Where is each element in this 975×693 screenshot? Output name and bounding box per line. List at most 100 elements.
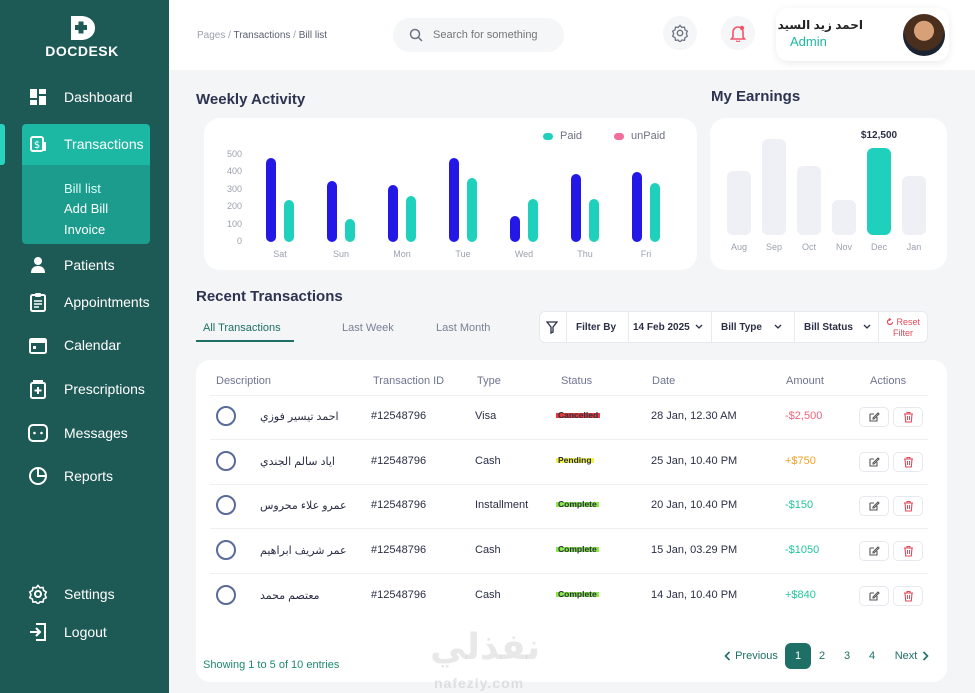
sidebar-item-logout[interactable]: Logout [0, 614, 169, 650]
breadcrumb-item[interactable]: Pages [197, 30, 226, 41]
breadcrumb-item[interactable]: Transactions [233, 30, 291, 41]
row-transaction-id: #12548796 [371, 410, 427, 422]
sidebar-item-prescriptions[interactable]: Prescriptions [0, 371, 169, 407]
column-header-type[interactable]: Type [477, 375, 501, 387]
search-input[interactable] [433, 29, 553, 41]
x-tick-label: Aug [730, 242, 747, 252]
edit-button[interactable] [859, 541, 889, 562]
bar-paid[interactable] [388, 184, 398, 242]
column-header-transaction-id[interactable]: Transaction ID [373, 375, 445, 387]
bar-paid[interactable] [266, 158, 276, 242]
bar-paid[interactable] [510, 215, 520, 242]
delete-button[interactable] [893, 451, 923, 472]
row-transaction-id: #12548796 [371, 544, 427, 557]
bar-unpaid[interactable] [650, 182, 660, 242]
row-select-checkbox[interactable] [216, 450, 236, 471]
search-bar[interactable] [393, 18, 564, 52]
column-header-status[interactable]: Status [561, 375, 593, 387]
next-page-button[interactable]: Next [894, 643, 930, 669]
row-select-checkbox[interactable] [216, 495, 236, 516]
date-filter-value: 14 Feb 2025 [633, 321, 690, 333]
bill-type-label: Bill Type [721, 321, 762, 333]
active-tab-underline [196, 340, 294, 342]
row-select-checkbox[interactable] [216, 584, 236, 605]
bar-earnings[interactable] [762, 139, 786, 235]
row-select-checkbox[interactable] [216, 406, 236, 426]
delete-button[interactable] [893, 407, 923, 427]
notifications-button[interactable] [721, 16, 755, 50]
row-type: Cash [475, 588, 501, 601]
row-transaction-id: #12548796 [371, 454, 427, 467]
row-amount: +$750 [785, 454, 816, 467]
sidebar-item-label: Logout [64, 624, 107, 640]
sidebar-item-reports[interactable]: Reports [0, 458, 169, 494]
delete-button[interactable] [893, 585, 923, 606]
bill-status-dropdown[interactable]: Bill Status [804, 312, 874, 342]
edit-button[interactable] [859, 407, 889, 427]
edit-button[interactable] [859, 496, 889, 517]
row-type: Cash [475, 454, 501, 467]
sidebar-item-patients[interactable]: Patients [0, 247, 169, 283]
sidebar-item-calendar[interactable]: Calendar [0, 327, 169, 363]
edit-button[interactable] [859, 451, 889, 472]
sidebar-item-dashboard[interactable]: Dashboard [0, 79, 169, 115]
legend-label: Paid [560, 130, 583, 142]
column-header-amount[interactable]: Amount [786, 375, 824, 387]
x-tick-label: Jan [906, 242, 922, 252]
bar-unpaid[interactable] [284, 200, 294, 242]
bar-earnings[interactable] [727, 171, 751, 235]
user-profile[interactable]: احمد زيد السيد Admin [776, 8, 949, 61]
previous-page-button[interactable]: Previous [723, 643, 779, 669]
sidebar-item-appointments[interactable]: Appointments [0, 284, 169, 320]
submenu-item-invoice[interactable]: Invoice [64, 222, 106, 237]
filter-icon[interactable] [546, 312, 560, 342]
bar-paid[interactable] [449, 158, 459, 242]
bar-earnings[interactable] [797, 166, 821, 235]
column-header-description[interactable]: Description [216, 375, 272, 387]
bar-unpaid[interactable] [589, 199, 599, 242]
settings-button[interactable] [663, 16, 697, 50]
tab-all-transactions[interactable]: All Transactions [203, 322, 281, 334]
weekly-chart: 0 100 200 300 400 500 Sat Sun Mon Tue Wed Thu Fri [204, 118, 697, 270]
submenu-item-bill-list[interactable]: Bill list [64, 181, 101, 196]
tab-last-month[interactable]: Last Month [436, 322, 491, 334]
page-button-3[interactable]: 3 [843, 650, 851, 662]
x-tick-label: Nov [835, 242, 852, 252]
sidebar-item-settings[interactable]: Settings [0, 576, 169, 612]
brand-logo[interactable]: DOCDESK [44, 14, 120, 59]
bar-paid[interactable] [632, 172, 642, 242]
chevron-down-icon [695, 324, 703, 329]
sidebar-item-label: Transactions [64, 136, 144, 152]
bar-paid[interactable] [327, 181, 337, 242]
trash-icon [903, 456, 913, 468]
bar-earnings[interactable] [832, 200, 856, 235]
sidebar-item-messages[interactable]: Messages [0, 415, 169, 451]
bar-earnings[interactable] [902, 175, 926, 235]
edit-icon [869, 591, 880, 601]
avatar[interactable] [903, 14, 945, 56]
bar-paid[interactable] [571, 174, 581, 242]
reset-filter-button[interactable]: Reset Filter [883, 317, 923, 339]
bar-unpaid[interactable] [345, 219, 355, 242]
bill-type-dropdown[interactable]: Bill Type [721, 312, 787, 342]
bar-unpaid[interactable] [467, 177, 477, 242]
search-icon [409, 28, 423, 42]
reset-label: Filter [893, 328, 913, 338]
sidebar-item-transactions[interactable]: $ Transactions [0, 126, 169, 162]
delete-button[interactable] [893, 496, 923, 517]
delete-button[interactable] [893, 541, 923, 562]
page-button-1[interactable]: 1 [785, 643, 811, 669]
column-header-date[interactable]: Date [652, 375, 676, 387]
bar-unpaid[interactable] [406, 195, 416, 242]
page-button-4[interactable]: 4 [868, 650, 876, 662]
bar-unpaid[interactable] [528, 199, 538, 242]
row-select-checkbox[interactable] [216, 540, 236, 561]
edit-button[interactable] [859, 585, 889, 606]
tab-last-week[interactable]: Last Week [342, 322, 394, 334]
page-button-2[interactable]: 2 [818, 650, 826, 662]
row-date: 25 Jan, 10.40 PM [651, 454, 738, 467]
submenu-item-add-bill[interactable]: Add Bill [64, 201, 109, 216]
date-filter-dropdown[interactable]: 14 Feb 2025 [633, 312, 709, 342]
y-tick-label: 200 [226, 201, 242, 212]
bar-earnings-highlight[interactable] [867, 148, 891, 235]
